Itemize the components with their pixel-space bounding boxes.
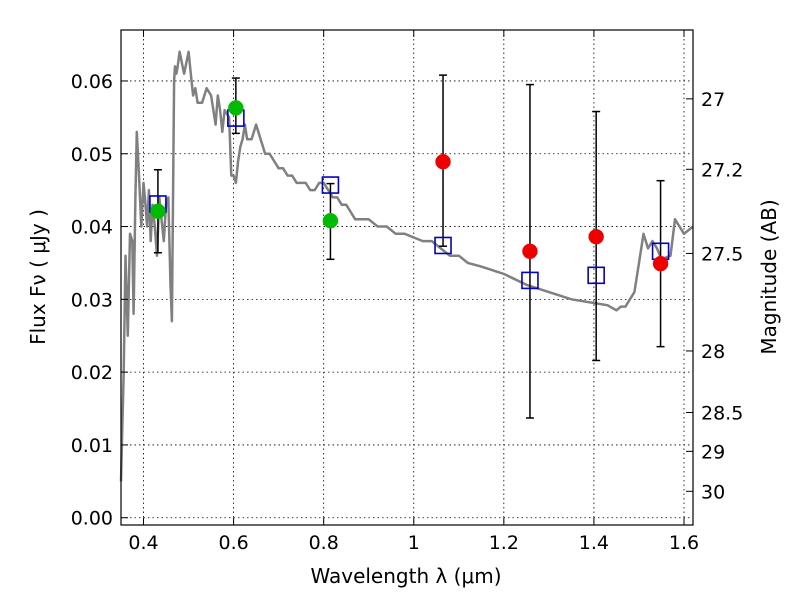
axis-ticks: 0.4 0.6 0.8 1 1.2 1.4 1.6 0.00 0.01 0.02 0.03 0.04 0… (71, 30, 743, 554)
x-tick-label: 1 (408, 532, 420, 554)
x-tick-label: 1.2 (489, 532, 519, 554)
grid-lines (121, 30, 693, 525)
mag-tick-label: 28.5 (701, 403, 743, 425)
data-points (149, 100, 670, 290)
model-flux-square (587, 266, 605, 285)
y-axis-label: Flux Fν ( μJy ) (26, 209, 50, 345)
y-tick-label: 0.01 (71, 435, 113, 457)
mag-tick-label: 27.5 (701, 243, 743, 265)
observed-flux-point (522, 243, 538, 260)
x-tick-label: 1.4 (579, 532, 609, 554)
mag-tick-label: 27.2 (701, 159, 743, 181)
x-axis-label: Wavelength λ (μm) (310, 564, 501, 588)
x-tick-label: 1.6 (669, 532, 699, 554)
y-tick-label: 0.04 (71, 217, 113, 239)
model-flux-square (321, 176, 340, 194)
observed-flux-point (652, 255, 669, 272)
model-spectrum-line (119, 50, 694, 482)
y-tick-label: 0.00 (71, 508, 113, 530)
mag-tick-label: 30 (701, 481, 725, 503)
y-tick-label: 0.05 (71, 144, 113, 166)
observed-flux-point (150, 203, 166, 220)
x-tick-label: 0.6 (218, 532, 248, 554)
model-flux-square (521, 271, 539, 290)
mag-tick-label: 27 (701, 89, 725, 111)
y-tick-label: 0.03 (71, 289, 113, 311)
model-spectrum (119, 50, 694, 482)
y-tick-label: 0.06 (71, 71, 113, 93)
x-tick-label: 0.8 (309, 532, 339, 554)
observed-flux-point (228, 100, 244, 116)
y-tick-label: 0.02 (71, 362, 113, 384)
observed-flux-point (435, 154, 451, 170)
x-tick-label: 0.4 (128, 532, 158, 554)
observed-flux-point (588, 228, 604, 245)
model-flux-square (434, 236, 452, 255)
mag-tick-label: 28 (701, 341, 725, 363)
mag-tick-label: 29 (701, 441, 725, 463)
observed-flux-point (322, 212, 339, 229)
plot-frame (120, 29, 694, 526)
y-axis-right-label: Magnitude (AB) (757, 199, 781, 354)
